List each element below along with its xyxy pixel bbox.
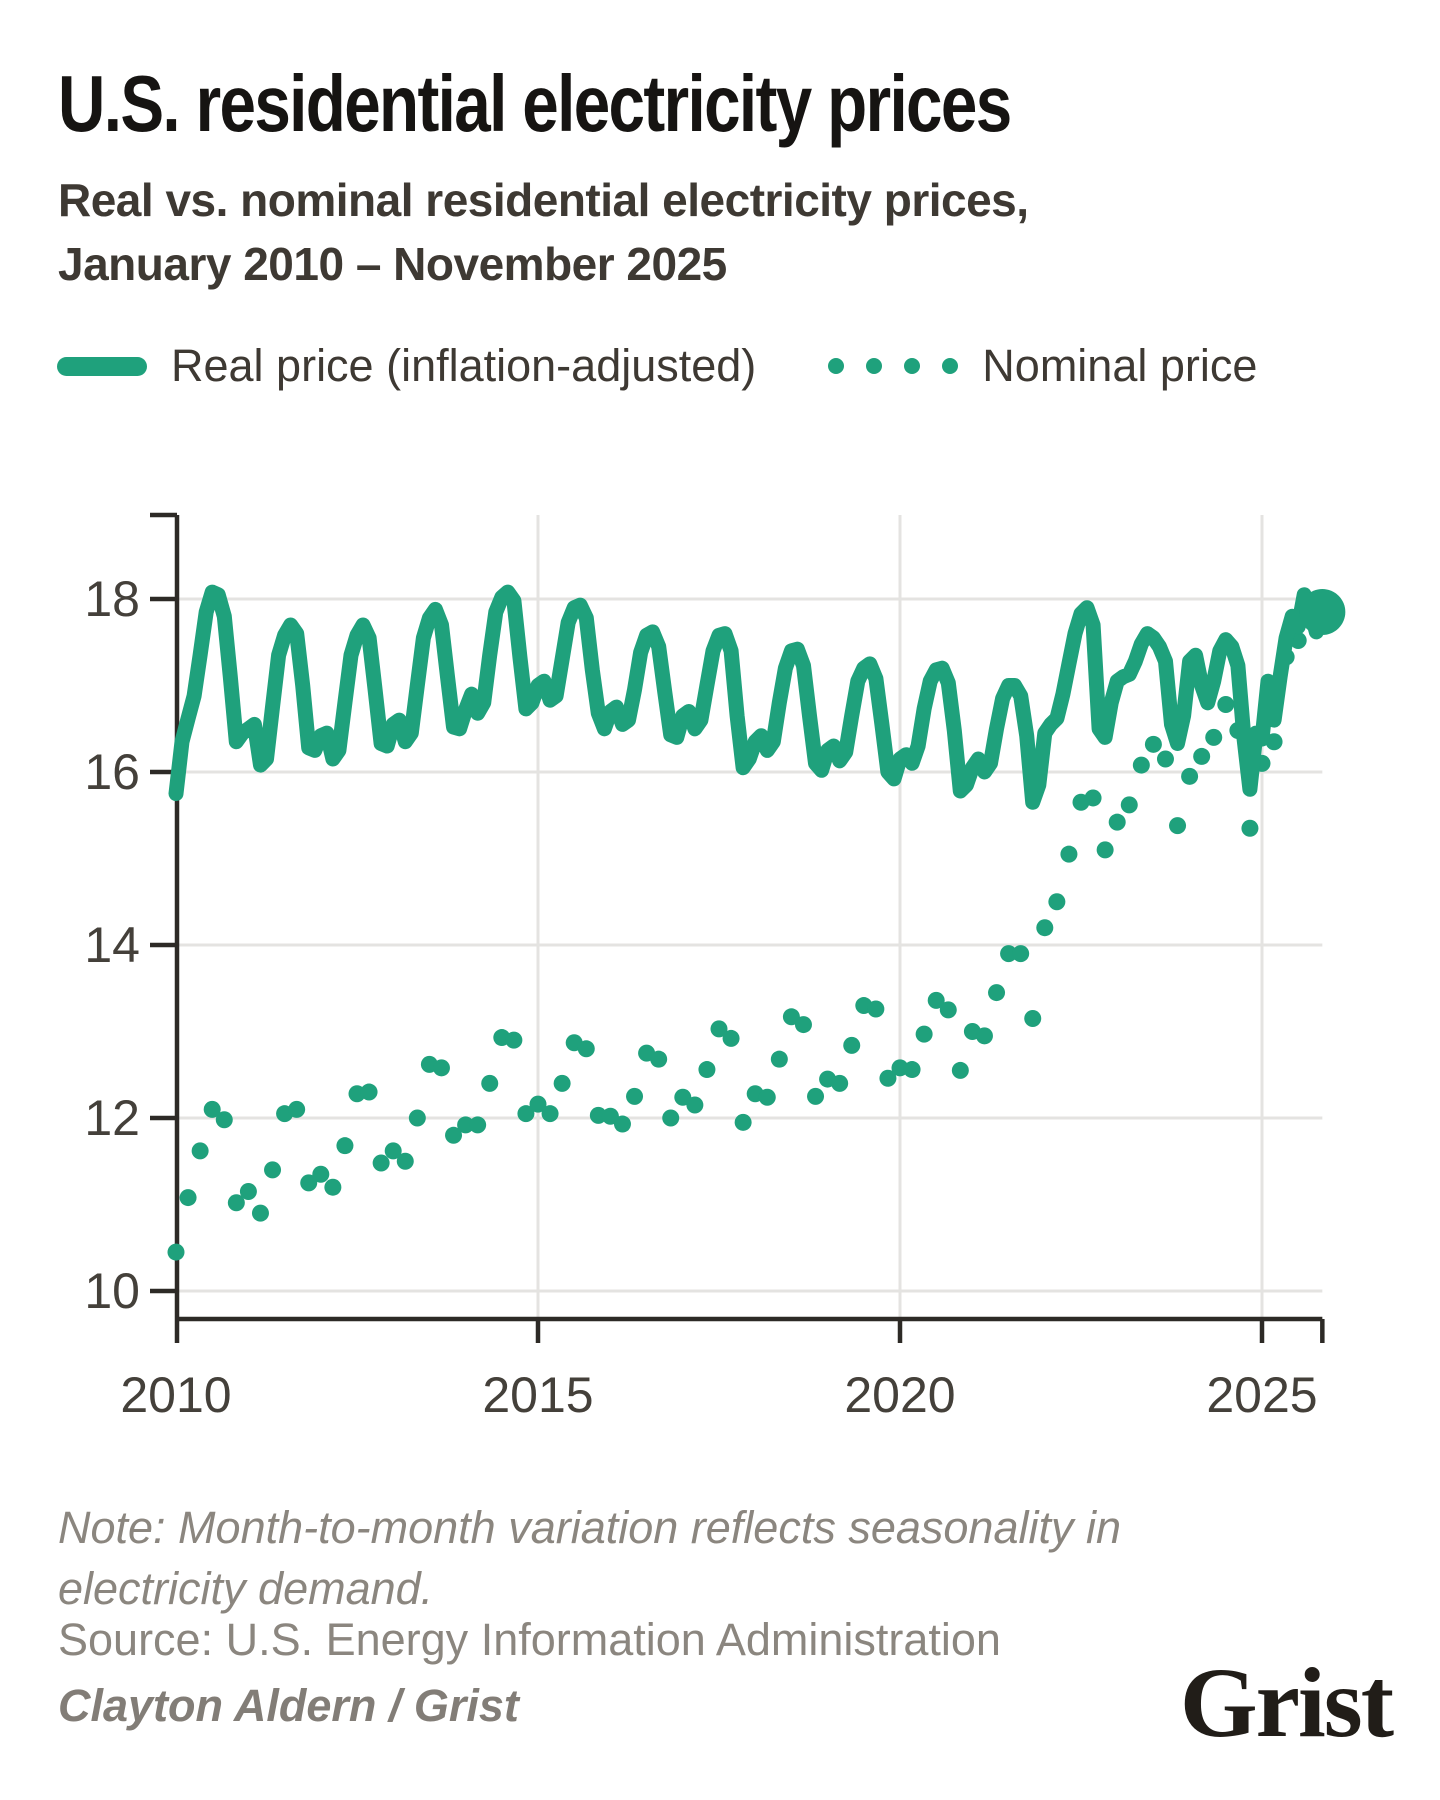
credit-text: Clayton Aldern / Grist <box>58 1680 519 1731</box>
nominal-price-dots-swatch-icon <box>828 358 959 374</box>
legend-real-price-label: Real price (inflation-adjusted) <box>171 340 757 391</box>
price-chart-svg: 18 16 14 12 10 2010 2015 2020 2025 <box>84 512 1346 1423</box>
x-axis-label: 2015 <box>482 1367 593 1423</box>
note-text: Note: Month-to-month variation reflects … <box>58 1497 1121 1619</box>
y-axis-label: 16 <box>84 744 140 800</box>
legend-dot-icon <box>866 358 883 374</box>
y-axis-label: 14 <box>84 917 140 973</box>
legend-dot-icon <box>904 358 921 374</box>
legend-dot-icon <box>942 358 959 374</box>
x-axis-label: 2020 <box>844 1367 955 1423</box>
latest-value-end-marker <box>1299 588 1346 635</box>
subtitle-line-2: January 2010 – November 2025 <box>58 238 727 290</box>
legend-nominal-price-label: Nominal price <box>982 340 1258 391</box>
x-axis-label: 2010 <box>120 1367 231 1423</box>
source-text: Source: U.S. Energy Information Administ… <box>58 1614 1001 1665</box>
price-chart: 18 16 14 12 10 2010 2015 2020 2025 <box>0 428 1440 1443</box>
chart-subtitle: Real vs. nominal residential electricity… <box>58 168 1029 296</box>
axis-tick-labels: 18 16 14 12 10 2010 2015 2020 2025 <box>84 571 1317 1423</box>
note-line-2: electricity demand. <box>58 1563 434 1614</box>
y-axis-label: 18 <box>84 571 140 627</box>
subtitle-line-1: Real vs. nominal residential electricity… <box>58 174 1029 226</box>
note-line-1: Note: Month-to-month variation reflects … <box>58 1502 1121 1553</box>
x-axis-label: 2025 <box>1206 1367 1317 1423</box>
legend-dot-icon <box>828 358 845 374</box>
y-axis-label: 12 <box>84 1090 140 1146</box>
grist-logo: Grist <box>1179 1647 1394 1758</box>
axes <box>150 512 1325 1343</box>
real-price-line-swatch-icon <box>57 356 147 376</box>
page-title: U.S. residential electricity prices <box>58 59 1012 148</box>
gridlines <box>177 515 1323 1319</box>
real-price-line <box>168 584 1330 810</box>
y-axis-label: 10 <box>84 1263 140 1319</box>
chart-legend: Real price (inflation-adjusted) Nominal … <box>57 338 1257 394</box>
